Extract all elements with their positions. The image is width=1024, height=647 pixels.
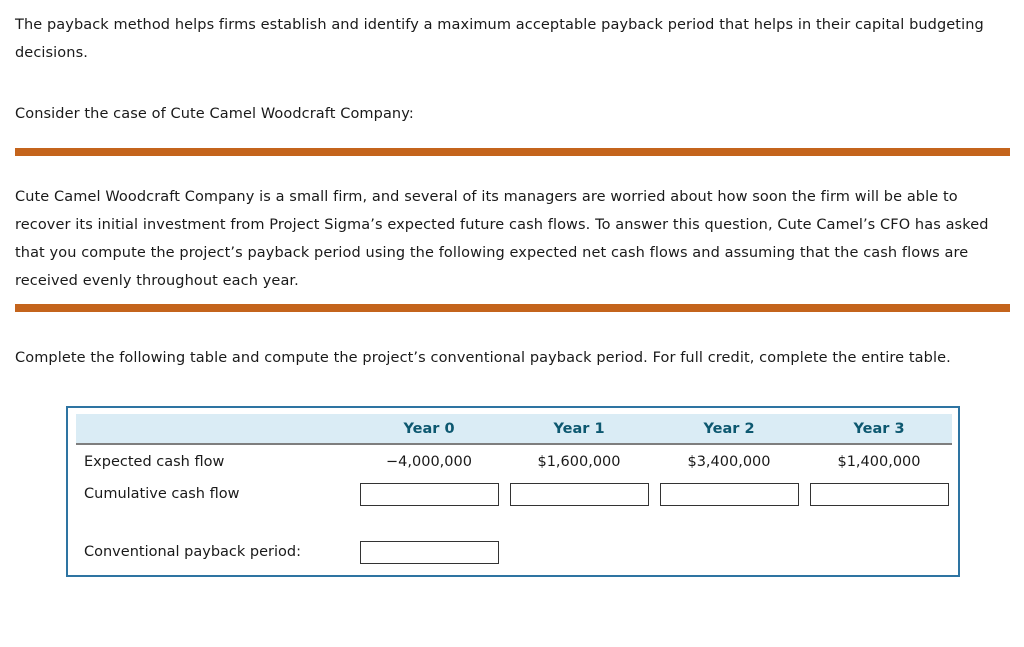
column-header-year-0: Year 0 <box>403 420 455 437</box>
expected-cash-flow-year-1: $1,600,000 <box>537 454 621 470</box>
conventional-payback-label: Conventional payback period: <box>84 544 301 560</box>
intro-paragraph: The payback method helps firms establish… <box>15 17 984 61</box>
expected-cash-flow-label: Expected cash flow <box>84 454 225 470</box>
section-divider-top <box>15 148 1010 156</box>
expected-cash-flow-row: Expected cash flow −4,000,000 $1,600,000… <box>76 445 952 479</box>
expected-cash-flow-year-2: $3,400,000 <box>687 454 771 470</box>
cumulative-cash-flow-year-0-input[interactable] <box>359 482 499 506</box>
conventional-payback-period-input[interactable] <box>359 540 499 564</box>
instruction-paragraph: Complete the following table and compute… <box>15 350 951 366</box>
column-header-year-2: Year 2 <box>703 420 755 437</box>
cumulative-cash-flow-label: Cumulative cash flow <box>84 486 240 502</box>
consider-line: Consider the case of Cute Camel Woodcraf… <box>15 106 414 122</box>
cumulative-cash-flow-row: Cumulative cash flow <box>76 479 952 509</box>
cumulative-cash-flow-year-2-input[interactable] <box>659 482 799 506</box>
column-header-year-3: Year 3 <box>853 420 905 437</box>
cumulative-cash-flow-year-1-input[interactable] <box>509 482 649 506</box>
expected-cash-flow-year-3: $1,400,000 <box>837 454 921 470</box>
case-description-paragraph: Cute Camel Woodcraft Company is a small … <box>15 189 989 289</box>
table-header-row: Year 0 Year 1 Year 2 Year 3 <box>76 414 952 445</box>
section-divider-bottom <box>15 304 1010 312</box>
conventional-payback-row: Conventional payback period: <box>76 537 952 567</box>
column-header-year-1: Year 1 <box>553 420 605 437</box>
cumulative-cash-flow-year-3-input[interactable] <box>809 482 949 506</box>
expected-cash-flow-year-0: −4,000,000 <box>386 454 472 470</box>
payback-table: Year 0 Year 1 Year 2 Year 3 Expected cas… <box>66 406 960 577</box>
